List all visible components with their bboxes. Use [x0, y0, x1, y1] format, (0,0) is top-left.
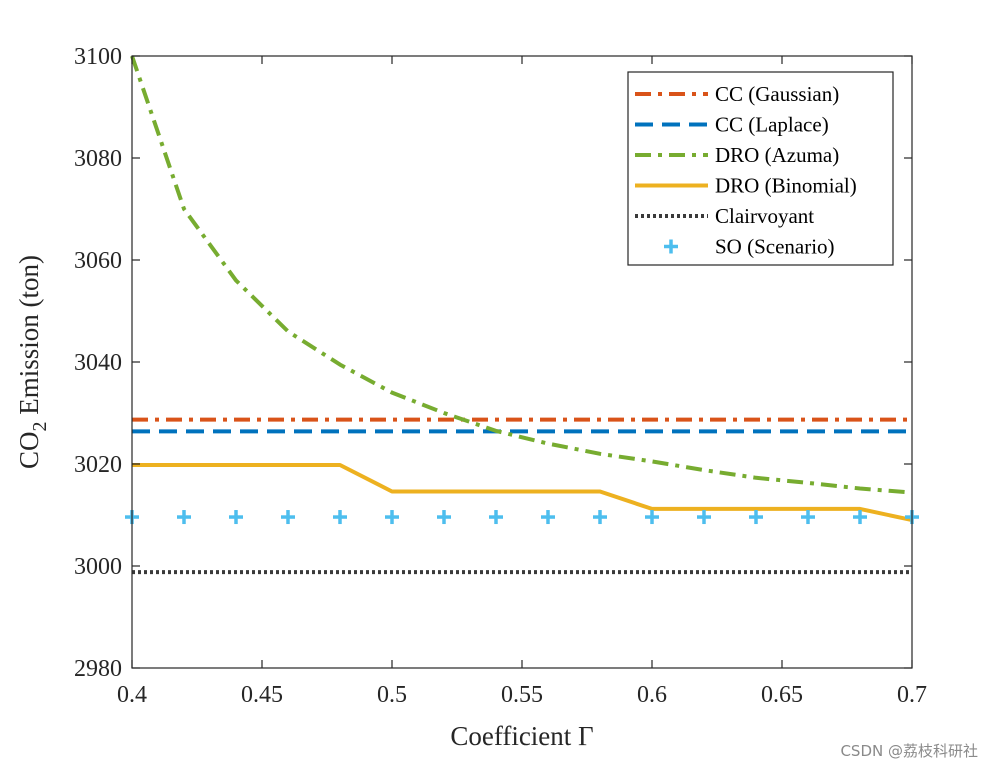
- legend-box: [627, 71, 894, 266]
- x-tick-label: 0.7: [897, 682, 927, 708]
- legend-label: Clairvoyant: [715, 204, 814, 228]
- y-tick-label: 3000: [74, 554, 122, 580]
- y-axis-label-subscript: 2: [29, 421, 51, 431]
- series-line-dro-azuma: [130, 55, 913, 495]
- legend: CC (Gaussian) CC (Laplace) DRO (Azuma) DRO …: [627, 71, 894, 266]
- legend-item: SO (Scenario): [664, 235, 835, 259]
- legend-item: DRO (Azuma): [635, 143, 839, 167]
- x-tick-label: 0.4: [117, 682, 147, 708]
- y-axis-label-main: CO: [14, 431, 44, 469]
- ticks: 0.4 0.45 0.5 0.55 0.6 0.65 0.7 2980 3000 3020 3040…: [74, 44, 927, 708]
- y-tick-label: 3040: [74, 350, 122, 376]
- data-point: [385, 510, 399, 525]
- y-tick-label: 3100: [74, 44, 122, 70]
- legend-item: DRO (Binomial): [635, 174, 857, 198]
- legend-label: DRO (Azuma): [715, 143, 839, 167]
- data-point: [437, 510, 451, 525]
- y-tick-label: 2980: [74, 656, 122, 682]
- data-point: [333, 510, 347, 525]
- data-point: [229, 510, 243, 525]
- data-point: [697, 510, 711, 525]
- data-point: [541, 510, 555, 525]
- legend-label: SO (Scenario): [715, 235, 835, 259]
- series-line-dro-binomial: [132, 463, 913, 523]
- data-point: [645, 510, 659, 525]
- series-so-scenario: [125, 510, 919, 525]
- legend-item: CC (Laplace): [635, 113, 829, 137]
- data-point: [489, 510, 503, 525]
- data-point: [853, 510, 867, 525]
- x-tick-label: 0.65: [761, 682, 803, 708]
- data-point: [281, 510, 295, 525]
- y-tick-label: 3080: [74, 146, 122, 172]
- x-tick-label: 0.6: [637, 682, 667, 708]
- y-tick-label: 3020: [74, 452, 122, 478]
- watermark: CSDN @荔枝科研社: [840, 742, 978, 760]
- legend-label: DRO (Binomial): [715, 174, 857, 198]
- data-point: [177, 510, 191, 525]
- data-point: [593, 510, 607, 525]
- x-axis-label: Coefficient Γ: [450, 721, 593, 751]
- x-tick-label: 0.55: [501, 682, 543, 708]
- x-tick-label: 0.5: [377, 682, 407, 708]
- legend-item: Clairvoyant: [635, 204, 814, 228]
- legend-label: CC (Gaussian): [715, 82, 839, 106]
- plot-area: [125, 55, 919, 575]
- y-axis-label-rest: Emission (ton): [14, 255, 44, 422]
- data-point: [749, 510, 763, 525]
- legend-marker: [664, 239, 678, 254]
- legend-label: CC (Laplace): [715, 113, 829, 137]
- data-point: [801, 510, 815, 525]
- y-tick-label: 3060: [74, 248, 122, 274]
- x-tick-label: 0.45: [241, 682, 283, 708]
- legend-item: CC (Gaussian): [635, 82, 839, 106]
- y-axis-label: CO2 Emission (ton): [14, 255, 51, 469]
